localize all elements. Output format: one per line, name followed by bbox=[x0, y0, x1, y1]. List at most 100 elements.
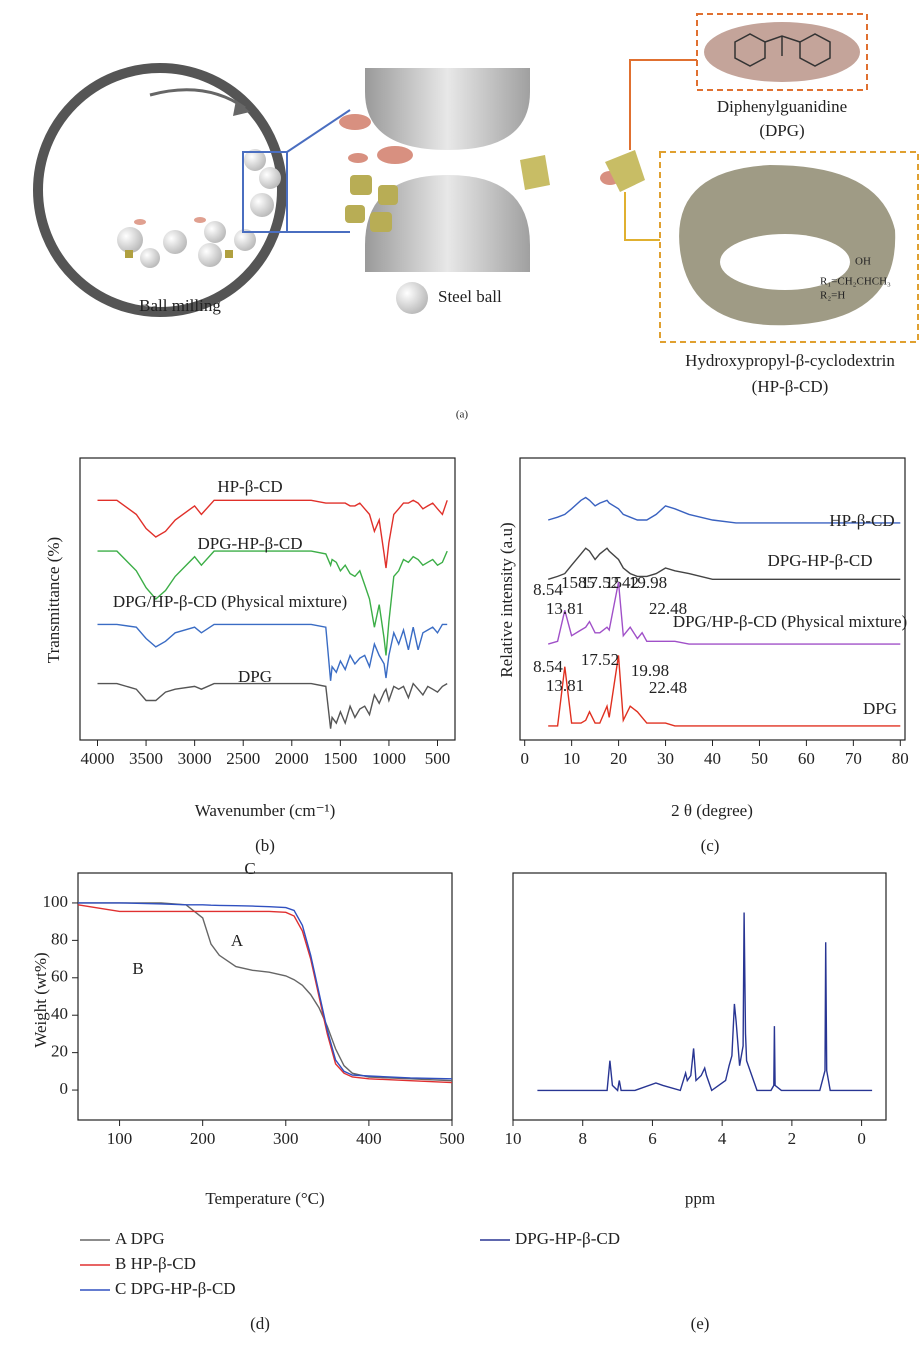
y-tick-label: 0 bbox=[60, 1079, 69, 1098]
dpg-box bbox=[696, 13, 868, 91]
x-tick-label: 8 bbox=[578, 1129, 587, 1148]
annotation: C bbox=[244, 859, 255, 878]
legend-label: A DPG bbox=[115, 1229, 165, 1248]
x-axis-title: ppm bbox=[685, 1189, 715, 1208]
annotation: 22.48 bbox=[649, 678, 687, 697]
label: OH bbox=[855, 256, 871, 268]
x-tick-label: 4 bbox=[718, 1129, 727, 1148]
x-tick-label: 500 bbox=[439, 1129, 465, 1148]
x-tick-label: 10 bbox=[505, 1129, 522, 1148]
annotation: 19.98 bbox=[629, 573, 667, 592]
zoom-line bbox=[286, 109, 351, 153]
label: R₁=CH₂CHCH₃ bbox=[820, 276, 891, 288]
mill-drum bbox=[33, 63, 287, 317]
zoom-box bbox=[242, 151, 288, 233]
legend-label: B HP-β-CD bbox=[115, 1254, 196, 1273]
series-label: DPG/HP-β-CD (Physical mixture) bbox=[113, 592, 347, 611]
annotation: 17.52 bbox=[581, 650, 619, 669]
x-tick-label: 2 bbox=[788, 1129, 797, 1148]
x-tick-label: 0 bbox=[857, 1129, 866, 1148]
y-tick-label: 80 bbox=[51, 929, 68, 948]
annotation: 8.54 bbox=[533, 580, 563, 599]
series-line bbox=[97, 623, 448, 681]
y-tick-label: 60 bbox=[51, 967, 68, 986]
series-label: DPG bbox=[863, 699, 897, 718]
x-tick-label: 30 bbox=[657, 749, 674, 768]
series-line bbox=[78, 902, 453, 1080]
series-line bbox=[78, 902, 453, 1082]
x-tick-label: 1000 bbox=[372, 749, 406, 768]
x-tick-label: 40 bbox=[704, 749, 721, 768]
series-line bbox=[537, 912, 873, 1092]
cd-cavity bbox=[720, 234, 850, 290]
annotation: 13.81 bbox=[546, 599, 584, 618]
annotation: 22.48 bbox=[649, 599, 687, 618]
series-line bbox=[97, 499, 448, 569]
panel-label: (e) bbox=[691, 1314, 710, 1333]
upper-hemisphere bbox=[365, 68, 530, 150]
connector bbox=[629, 59, 697, 150]
x-tick-label: 50 bbox=[751, 749, 768, 768]
x-tick-label: 300 bbox=[273, 1129, 299, 1148]
label: (HP-β-CD) bbox=[752, 377, 829, 396]
legend-label: C DPG-HP-β-CD bbox=[115, 1279, 236, 1298]
x-axis-title: Wavenumber (cm⁻¹) bbox=[195, 801, 336, 820]
series-line bbox=[97, 682, 448, 729]
balls bbox=[117, 149, 281, 268]
x-tick-label: 6 bbox=[648, 1129, 657, 1148]
label: Hydroxypropyl-β-cyclodextrin bbox=[685, 351, 895, 370]
y-axis-title: Weight (wt%) bbox=[31, 952, 50, 1047]
y-axis-title: Transmittance (%) bbox=[44, 537, 63, 663]
series-line bbox=[548, 496, 901, 524]
x-tick-label: 500 bbox=[425, 749, 451, 768]
y-tick-label: 100 bbox=[43, 892, 69, 911]
plot-frame bbox=[512, 872, 887, 1121]
annotation: 1585 bbox=[561, 573, 595, 592]
series-label: HP-β-CD bbox=[217, 477, 282, 496]
x-tick-label: 200 bbox=[190, 1129, 216, 1148]
label: (DPG) bbox=[759, 121, 804, 140]
x-tick-label: 10 bbox=[563, 749, 580, 768]
panel-label: (a) bbox=[456, 409, 469, 421]
annotation: 8.54 bbox=[533, 657, 563, 676]
series-label: DPG/HP-β-CD (Physical mixture) bbox=[673, 612, 907, 631]
series-line bbox=[77, 904, 453, 1084]
rotation-arrow-head bbox=[233, 100, 250, 116]
x-tick-label: 60 bbox=[798, 749, 815, 768]
series-line bbox=[548, 655, 901, 727]
panel-label: (d) bbox=[250, 1314, 270, 1333]
series-label: DPG bbox=[238, 667, 272, 686]
annotation: 17.52 bbox=[581, 573, 619, 592]
y-tick-label: 20 bbox=[51, 1042, 68, 1061]
annotation: B bbox=[132, 959, 143, 978]
panel-a: Steel ball Ball milling Diphenylguanidin… bbox=[33, 13, 919, 421]
annotation: 1542 bbox=[605, 573, 639, 592]
panel-label: (c) bbox=[701, 836, 720, 855]
label: R₂=H bbox=[820, 290, 845, 302]
annotation: 13.81 bbox=[546, 676, 584, 695]
y-tick-label: 40 bbox=[51, 1004, 68, 1023]
annotation: A bbox=[231, 931, 244, 950]
x-tick-label: 3000 bbox=[178, 749, 212, 768]
particles bbox=[339, 114, 645, 232]
series-label: HP-β-CD bbox=[829, 511, 894, 530]
y-axis-title: Relative intensity (a.u) bbox=[497, 522, 516, 677]
cd-box bbox=[659, 151, 919, 343]
annotation: 19.98 bbox=[631, 661, 669, 680]
x-axis-title: 2 θ (degree) bbox=[671, 801, 753, 820]
x-tick-label: 0 bbox=[520, 749, 529, 768]
legend-label: DPG-HP-β-CD bbox=[515, 1229, 620, 1248]
panel-label: (b) bbox=[255, 836, 275, 855]
x-tick-label: 2500 bbox=[226, 749, 260, 768]
series-label: DPG-HP-β-CD bbox=[768, 551, 873, 570]
plot-frame bbox=[79, 457, 456, 741]
series-label: DPG-HP-β-CD bbox=[198, 534, 303, 553]
x-axis-title: Temperature (°C) bbox=[205, 1189, 324, 1208]
lower-hemisphere bbox=[365, 175, 530, 272]
series-line bbox=[97, 550, 448, 656]
x-tick-label: 80 bbox=[892, 749, 909, 768]
x-tick-label: 100 bbox=[107, 1129, 133, 1148]
series-line bbox=[547, 547, 901, 580]
steel-ball-icon bbox=[396, 282, 428, 314]
